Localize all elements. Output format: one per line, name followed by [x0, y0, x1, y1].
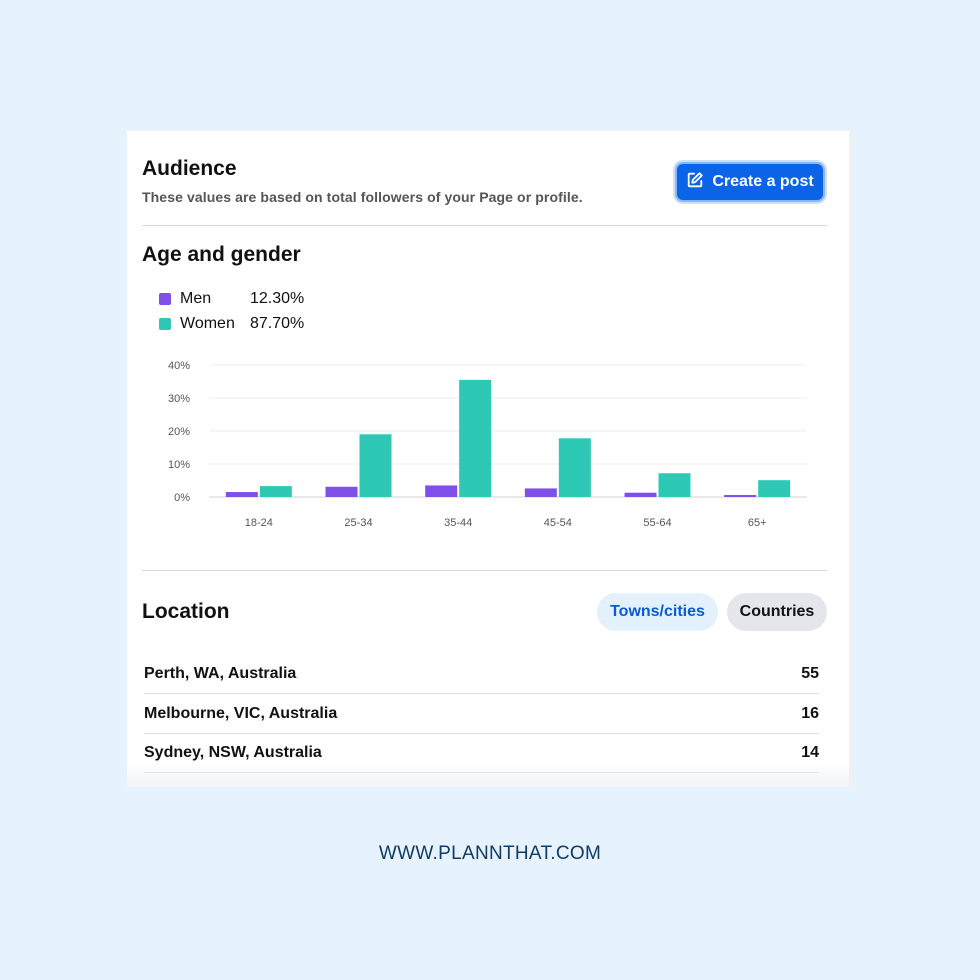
location-title: Location: [142, 600, 230, 623]
bar-women-55-64[interactable]: [658, 473, 691, 497]
bar-women-65+[interactable]: [758, 480, 791, 497]
location-count: 16: [801, 704, 819, 722]
location-place: Sydney, NSW, Australia: [144, 743, 322, 761]
x-tick-label: 55-64: [643, 517, 671, 529]
x-tick-label: 65+: [748, 517, 767, 529]
y-tick-label: 30%: [168, 393, 190, 405]
create-post-label: Create a post: [712, 173, 814, 190]
bar-women-18-24[interactable]: [259, 486, 292, 497]
audience-subtitle: These values are based on total follower…: [142, 189, 583, 205]
location-count: 14: [801, 743, 819, 761]
y-tick-label: 0%: [174, 492, 190, 504]
divider: [142, 225, 827, 226]
bar-men-55-64[interactable]: [624, 492, 657, 497]
y-tick-label: 40%: [168, 360, 190, 372]
location-row: Melbourne, VIC, Australia 16: [144, 694, 819, 734]
x-tick-label: 25-34: [344, 517, 372, 529]
y-tick-label: 20%: [168, 426, 190, 438]
edit-icon: [686, 171, 704, 194]
footer-url: WWW.PLANNTHAT.COM: [378, 843, 602, 864]
bar-men-45-54[interactable]: [524, 488, 557, 497]
bar-women-45-54[interactable]: [558, 438, 591, 497]
bar-women-35-44[interactable]: [459, 379, 492, 497]
bar-men-18-24[interactable]: [225, 492, 258, 497]
audience-header: Audience These values are based on total…: [142, 157, 583, 205]
location-row: Perth, WA, Australia 55: [144, 654, 819, 694]
chart-legend: Men 12.30% Women 87.70%: [159, 286, 304, 336]
bar-women-25-34[interactable]: [359, 434, 392, 497]
legend-value-women: 87.70%: [250, 314, 305, 332]
location-place: Perth, WA, Australia: [144, 664, 297, 682]
x-tick-label: 45-54: [544, 517, 572, 529]
legend-value-men: 12.30%: [250, 289, 305, 307]
audience-title: Audience: [142, 157, 237, 180]
x-tick-label: 18-24: [245, 517, 273, 529]
legend-item-women: Women 87.70%: [159, 311, 304, 336]
legend-label-men: Men: [180, 289, 212, 307]
tab-towns-cities[interactable]: Towns/cities: [597, 593, 718, 631]
legend-item-men: Men 12.30%: [159, 286, 304, 311]
bar-men-25-34[interactable]: [325, 486, 358, 497]
scroll-fade: [127, 763, 849, 787]
legend-label-women: Women: [180, 314, 235, 332]
age-gender-title: Age and gender: [142, 243, 301, 266]
tab-countries[interactable]: Countries: [727, 593, 827, 631]
bar-men-35-44[interactable]: [425, 485, 458, 497]
legend-swatch-men: [159, 292, 171, 305]
bar-men-65+[interactable]: [724, 495, 757, 497]
y-tick-label: 10%: [168, 459, 190, 471]
location-count: 55: [801, 664, 819, 682]
x-tick-label: 35-44: [444, 517, 472, 529]
location-place: Melbourne, VIC, Australia: [144, 704, 338, 722]
divider: [142, 570, 827, 571]
create-post-button[interactable]: Create a post: [675, 162, 825, 202]
age-gender-chart: 0% 10% 20% 30% 40% 18-24 25-34 35-44 45-54 55-64 6…: [168, 360, 807, 529]
legend-swatch-women: [159, 317, 171, 330]
audience-card: Audience These values are based on total…: [127, 131, 853, 787]
